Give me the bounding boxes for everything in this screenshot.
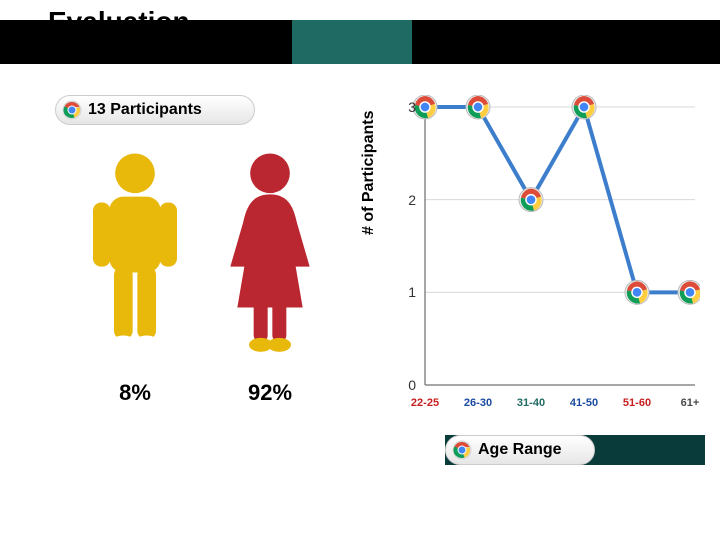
male-pct-label: 8% <box>75 380 195 406</box>
page-title: Evaluation <box>48 0 190 44</box>
female-figure <box>210 150 330 360</box>
female-pct-label: 92% <box>210 380 330 406</box>
ytick-label: 1 <box>396 284 416 300</box>
ytick-label: 3 <box>396 99 416 115</box>
chrome-icon <box>62 100 82 120</box>
chrome-icon <box>452 440 472 460</box>
xtick-label: 61+ <box>667 397 713 409</box>
participants-badge: 13 Participants <box>55 95 255 125</box>
age-range-badge: Age Range <box>445 435 595 465</box>
header-accent <box>292 20 412 64</box>
age-range-label: Age Range <box>478 441 562 459</box>
participants-label: 13 Participants <box>88 101 202 119</box>
gender-figures: 8% 92% <box>40 150 340 410</box>
xtick-label: 22-25 <box>402 397 448 409</box>
ytick-label: 2 <box>396 192 416 208</box>
xtick-label: 41-50 <box>561 397 607 409</box>
male-figure <box>75 150 195 360</box>
xtick-label: 51-60 <box>614 397 660 409</box>
chart-svg <box>370 95 700 425</box>
ytick-label: 0 <box>396 377 416 393</box>
xtick-label: 31-40 <box>508 397 554 409</box>
xtick-label: 26-30 <box>455 397 501 409</box>
age-chart: # of Participants <box>370 95 700 425</box>
